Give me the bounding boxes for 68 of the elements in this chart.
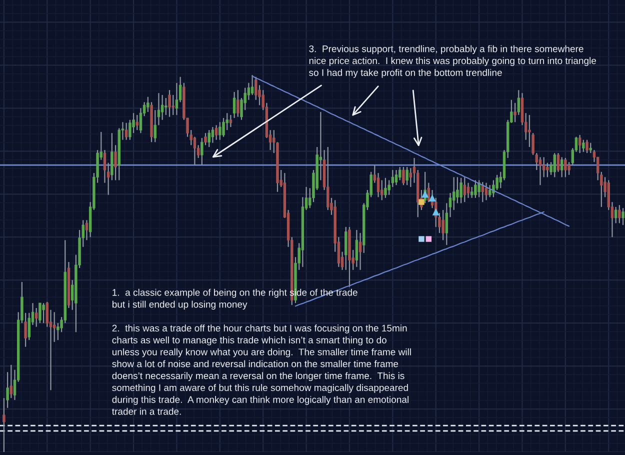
annotation: 3. Previous support, trendline, probably a fib in there somewhere nice price action. I knew this was probably going to turn into triangle so I had my take profit on the bottom trendline <box>309 45 596 78</box>
candlestick <box>474 180 477 198</box>
candlestick <box>344 226 348 270</box>
candlestick <box>564 157 567 178</box>
candlestick <box>546 162 549 178</box>
candlestick <box>326 146 330 211</box>
candlestick <box>42 302 45 324</box>
candlestick <box>484 182 488 201</box>
candlestick <box>553 152 556 178</box>
candlestick <box>222 117 225 138</box>
candlestick <box>406 166 408 186</box>
candlestick <box>470 186 474 198</box>
candlestick <box>2 398 6 452</box>
candlestick <box>355 229 358 268</box>
candlestick <box>218 122 222 140</box>
candlestick <box>85 220 88 241</box>
candlestick <box>460 177 462 204</box>
candlestick <box>250 74 254 96</box>
candlestick <box>402 166 405 186</box>
candlestick <box>622 208 624 226</box>
candlestick <box>139 108 142 134</box>
candlestick <box>208 129 210 148</box>
candlestick <box>586 139 588 154</box>
candlestick <box>398 166 402 181</box>
candlestick <box>442 209 444 241</box>
annotation: 2. this was a trade off the hour charts but I was focusing on the 15min charts as well to manage this trade which isn’t a smart thing to do unless you really know what you are doing. The smaller time frame will show a lot of noise and reversal indication on the smaller time frame doens’t necessarily mean a reversal on the longer time frame. This is something I am aware of but this rule somehow magically disappeared during this trade. A monkey can think more logically than an emotional trader in a trade. <box>112 324 411 415</box>
candlestick <box>463 176 466 203</box>
candlestick <box>175 82 178 116</box>
candlestick <box>578 134 582 154</box>
candlestick <box>124 122 128 140</box>
candlestick <box>10 364 13 399</box>
candlestick <box>200 137 204 166</box>
point <box>422 190 429 198</box>
candlestick <box>614 206 618 224</box>
candlestick <box>478 180 480 198</box>
candlestick <box>229 114 232 128</box>
candlestick <box>568 162 570 176</box>
point <box>418 236 424 242</box>
candlestick <box>582 139 585 152</box>
candlestick <box>466 182 470 198</box>
candlestick <box>211 126 214 144</box>
candlestick <box>358 232 362 270</box>
candlestick <box>560 156 564 178</box>
candlestick <box>481 182 484 203</box>
candlestick <box>618 204 621 224</box>
candlestick <box>236 90 240 118</box>
candlestick <box>172 94 174 116</box>
candlestick <box>38 302 42 324</box>
point <box>432 208 440 216</box>
candlestick <box>232 91 236 119</box>
point <box>428 194 436 202</box>
candlestick <box>394 169 398 186</box>
candlestick <box>168 90 171 118</box>
point <box>426 236 432 242</box>
candlestick <box>391 169 394 188</box>
candlestick <box>103 149 106 184</box>
candlestick <box>600 171 603 208</box>
candlestick <box>538 156 542 186</box>
candlestick <box>136 114 138 131</box>
point <box>418 199 424 205</box>
candlestick <box>376 172 380 198</box>
candlestick <box>164 97 168 116</box>
candlestick <box>157 92 160 126</box>
candlestick <box>214 124 218 140</box>
candlestick <box>384 177 387 198</box>
candlestick <box>556 152 560 172</box>
candlestick <box>34 307 38 328</box>
candlestick <box>193 136 196 166</box>
